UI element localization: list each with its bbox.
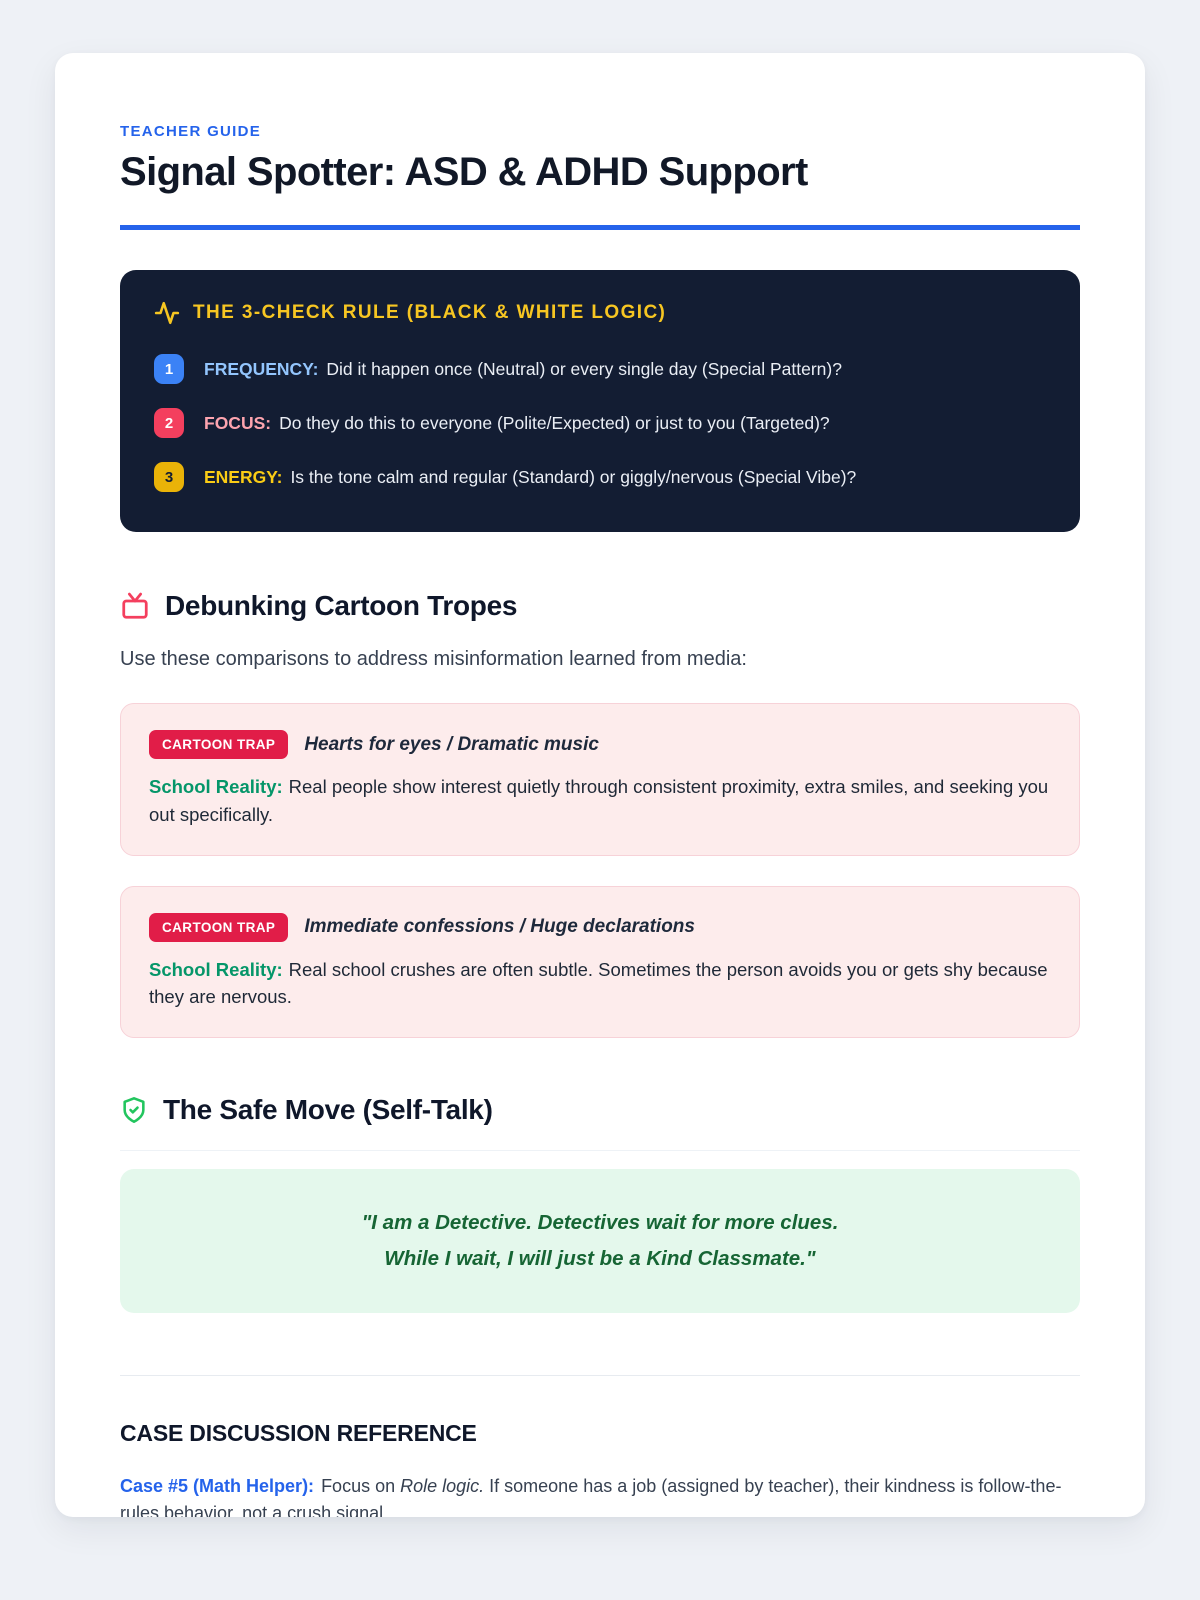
case-rest: If someone has a job (assigned by teache… xyxy=(120,1475,1062,1517)
rule-card-header: THE 3-CHECK RULE (BLACK & WHITE LOGIC) xyxy=(154,300,1046,326)
reality-text: Real school crushes are often subtle. So… xyxy=(149,958,1048,1008)
cartoon-trap-badge: CARTOON TRAP xyxy=(149,912,289,942)
activity-pulse-icon xyxy=(154,300,180,326)
rule-text: ENERGY: Is the tone calm and regular (Sta… xyxy=(204,467,856,488)
case-item-5: Case #5 (Math Helper): Focus on Role logi… xyxy=(120,1473,1080,1517)
tropes-section-header: Debunking Cartoon Tropes xyxy=(120,590,1080,622)
self-talk-quote: "I am a Detective. Detectives wait for m… xyxy=(160,1205,1040,1277)
quote-close: " xyxy=(805,1246,816,1270)
rule-question: Did it happen once (Neutral) or every si… xyxy=(326,358,842,379)
rule-label-focus: FOCUS: xyxy=(204,412,272,433)
tropes-intro: Use these comparisons to address misinfo… xyxy=(120,648,747,670)
reality-label: School Reality: xyxy=(149,776,283,797)
trap-reality: School Reality: Real people show interest… xyxy=(149,773,1051,829)
quote-line-2: While I wait, I will just be a xyxy=(384,1246,647,1270)
shield-check-icon xyxy=(120,1096,148,1124)
self-talk-quote-box: "I am a Detective. Detectives wait for m… xyxy=(120,1169,1080,1313)
case-focus-term: Role logic. xyxy=(400,1475,485,1496)
eyebrow-label: TEACHER GUIDE xyxy=(120,123,262,140)
quote-emphasis: Kind Classmate. xyxy=(646,1246,806,1270)
reality-text: Real people show interest quietly throug… xyxy=(149,776,1049,825)
case-section-title: CASE DISCUSSION REFERENCE xyxy=(120,1419,477,1446)
tv-icon xyxy=(120,591,150,621)
step-badge-3: 3 xyxy=(154,462,184,492)
rule-row-focus: 2 FOCUS: Do they do this to everyone (Pol… xyxy=(154,408,1046,438)
trap-myth: Hearts for eyes / Dramatic music xyxy=(304,733,599,755)
step-badge-2: 2 xyxy=(154,408,184,438)
safe-move-divider xyxy=(120,1150,1080,1151)
trap-card-2: CARTOON TRAP Immediate confessions / Hug… xyxy=(120,885,1080,1038)
three-check-rule-card: THE 3-CHECK RULE (BLACK & WHITE LOGIC) 1… xyxy=(120,270,1080,532)
case-section-divider xyxy=(120,1374,1080,1376)
trap-reality: School Reality: Real school crushes are o… xyxy=(149,956,1051,1012)
rule-label-energy: ENERGY: xyxy=(204,466,283,487)
rule-question: Do they do this to everyone (Polite/Expe… xyxy=(279,412,830,433)
trap-myth: Immediate confessions / Huge declaration… xyxy=(304,916,695,937)
trap-card-header: CARTOON TRAP Hearts for eyes / Dramatic … xyxy=(149,730,1051,759)
rule-text: FREQUENCY: Did it happen once (Neutral) o… xyxy=(204,359,842,380)
rule-card-title: THE 3-CHECK RULE (BLACK & WHITE LOGIC) xyxy=(193,302,667,323)
rule-row-energy: 3 ENERGY: Is the tone calm and regular (S… xyxy=(154,462,1046,492)
title-underline xyxy=(120,225,1080,230)
rule-question: Is the tone calm and regular (Standard) … xyxy=(290,466,857,487)
case-label: Case #5 (Math Helper): xyxy=(120,1475,315,1496)
tropes-section-title: Debunking Cartoon Tropes xyxy=(165,590,518,621)
rule-row-frequency: 1 FREQUENCY: Did it happen once (Neutral)… xyxy=(154,354,1046,384)
document-card: TEACHER GUIDE Signal Spotter: ASD & ADHD… xyxy=(55,53,1145,1517)
page-title: Signal Spotter: ASD & ADHD Support xyxy=(120,150,808,194)
trap-card-1: CARTOON TRAP Hearts for eyes / Dramatic … xyxy=(120,703,1080,856)
rule-label-frequency: FREQUENCY: xyxy=(204,358,319,379)
case-pre: Focus on xyxy=(321,1475,401,1496)
reality-label: School Reality: xyxy=(149,958,283,980)
step-badge-1: 1 xyxy=(154,354,184,384)
safe-move-section-header: The Safe Move (Self-Talk) xyxy=(120,1094,1080,1126)
quote-line-1: "I am a Detective. Detectives wait for m… xyxy=(361,1211,839,1234)
rule-text: FOCUS: Do they do this to everyone (Polit… xyxy=(204,413,830,434)
safe-move-section-title: The Safe Move (Self-Talk) xyxy=(163,1094,493,1125)
trap-card-header: CARTOON TRAP Immediate confessions / Hug… xyxy=(149,912,1051,942)
cartoon-trap-badge: CARTOON TRAP xyxy=(149,730,289,759)
